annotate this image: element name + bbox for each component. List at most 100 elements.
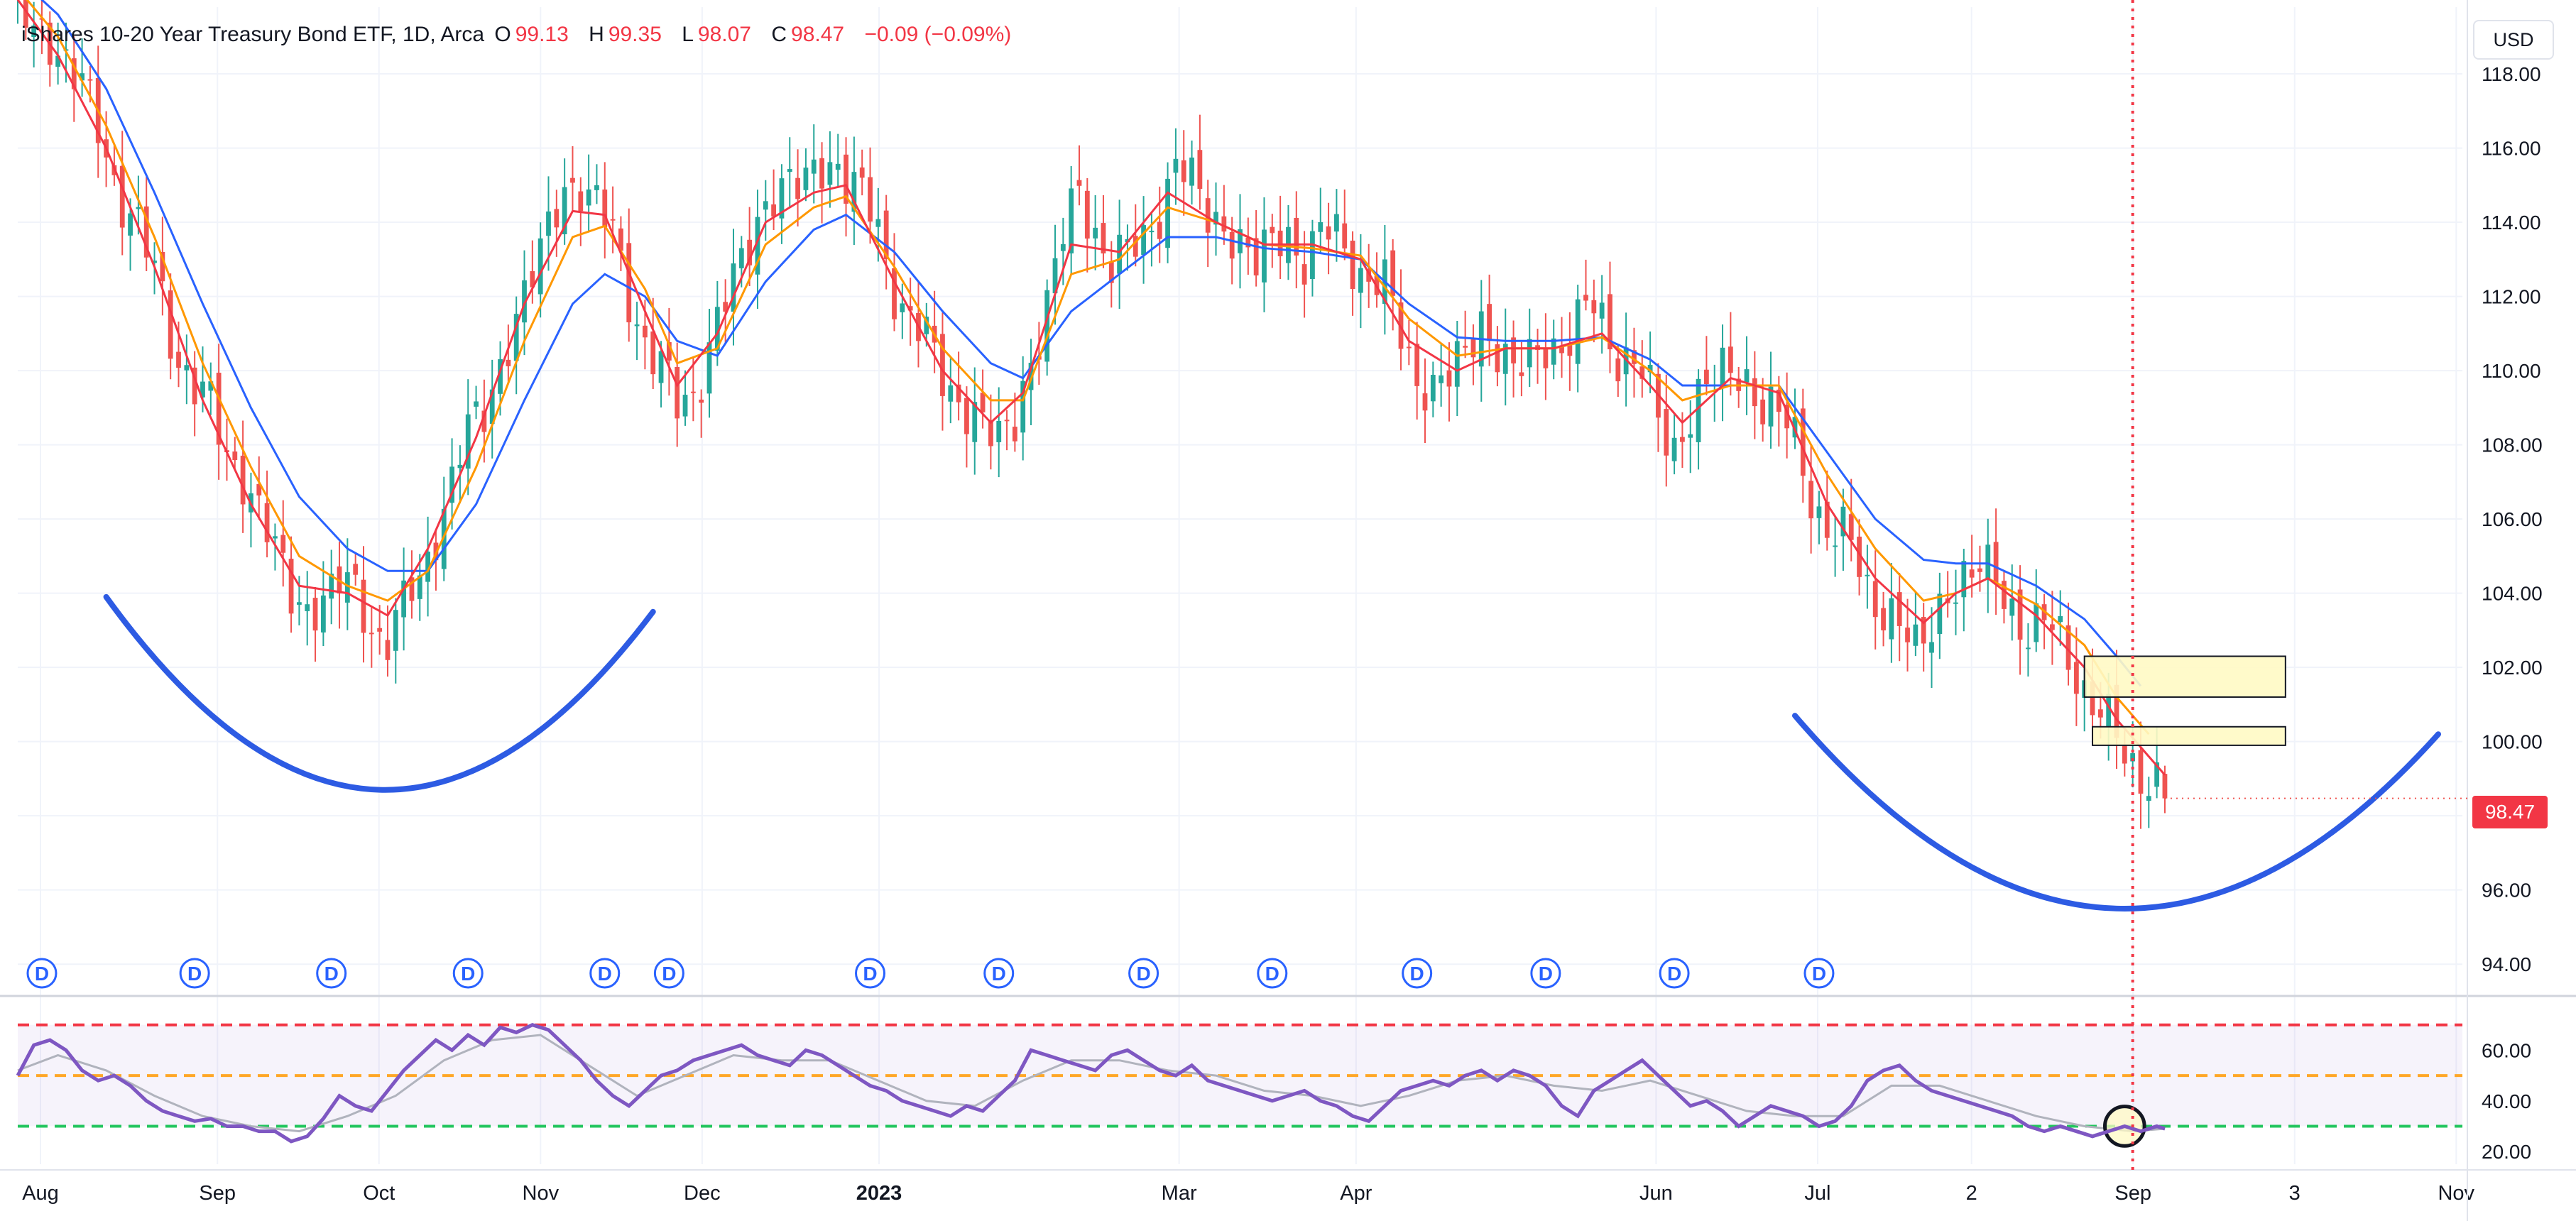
candle bbox=[1101, 195, 1106, 268]
candle bbox=[747, 207, 753, 286]
x-tick-label: 2023 bbox=[856, 1182, 902, 1205]
candle bbox=[1084, 178, 1090, 273]
candle-body bbox=[136, 207, 141, 209]
legend-high-label: H bbox=[589, 23, 604, 46]
x-tick-label: Nov bbox=[2438, 1182, 2474, 1205]
currency-button[interactable]: USD bbox=[2473, 20, 2554, 60]
candle bbox=[1776, 376, 1781, 447]
candle-body bbox=[1688, 434, 1693, 438]
candle-body bbox=[1720, 347, 1725, 387]
candle bbox=[1286, 204, 1291, 280]
candle bbox=[827, 131, 833, 208]
candle-body bbox=[1896, 592, 1902, 626]
dividend-marker[interactable]: D bbox=[589, 958, 621, 989]
candle-body bbox=[892, 268, 897, 319]
x-tick-label: Apr bbox=[1340, 1182, 1372, 1205]
candle-body bbox=[1366, 269, 1372, 282]
candle-body bbox=[200, 381, 205, 398]
candle bbox=[361, 546, 366, 663]
dividend-marker[interactable]: D bbox=[1257, 958, 1288, 989]
ema-fast-line bbox=[16, 0, 2166, 776]
dividend-marker-circle bbox=[1530, 958, 1561, 989]
candle-body bbox=[1084, 190, 1090, 239]
candle bbox=[506, 324, 511, 385]
rsi-line bbox=[16, 1023, 2166, 1144]
candle bbox=[964, 386, 969, 468]
candle-body bbox=[457, 464, 463, 469]
dividend-marker[interactable]: D bbox=[316, 958, 347, 989]
dividend-marker[interactable]: D bbox=[653, 958, 684, 989]
candle-body bbox=[1961, 561, 1967, 598]
candle bbox=[474, 385, 479, 420]
dividend-marker[interactable]: D bbox=[855, 958, 886, 989]
candle-body bbox=[441, 508, 447, 569]
candle-body bbox=[208, 381, 214, 391]
candle bbox=[1535, 329, 1540, 384]
dividend-marker-circle bbox=[1803, 958, 1835, 989]
dividend-marker-letter: D bbox=[1812, 963, 1826, 985]
candle-body bbox=[119, 165, 125, 228]
candle-body bbox=[1093, 227, 1098, 239]
candle-body bbox=[1583, 295, 1588, 301]
candle-body bbox=[2034, 603, 2039, 642]
candle-body bbox=[956, 384, 961, 403]
legend-title: iShares 10-20 Year Treasury Bond ETF, 1D… bbox=[21, 23, 485, 46]
dividend-marker[interactable]: D bbox=[452, 958, 484, 989]
dividend-marker[interactable]: D bbox=[983, 958, 1015, 989]
candle-body bbox=[1889, 598, 1894, 640]
candle-body bbox=[1487, 304, 1492, 341]
candle-body bbox=[1495, 344, 1500, 373]
candle bbox=[280, 500, 286, 587]
dividend-marker[interactable]: D bbox=[179, 958, 210, 989]
candle-body bbox=[2090, 681, 2095, 716]
candle-body bbox=[763, 201, 768, 210]
candle-body bbox=[2065, 625, 2071, 670]
candle-body bbox=[835, 163, 841, 170]
dividend-marker-letter: D bbox=[35, 963, 49, 985]
dividend-marker[interactable]: D bbox=[1530, 958, 1561, 989]
candle-body bbox=[682, 395, 688, 417]
y-tick-label: 116.00 bbox=[2482, 138, 2541, 160]
dividend-marker[interactable]: D bbox=[1659, 958, 1690, 989]
candle bbox=[1985, 518, 1991, 613]
candle bbox=[1221, 185, 1227, 245]
candle bbox=[1599, 275, 1605, 354]
candle-body bbox=[474, 401, 479, 407]
candle bbox=[1060, 217, 1066, 285]
candle bbox=[1896, 573, 1902, 662]
candle bbox=[900, 283, 905, 339]
dividend-marker-letter: D bbox=[598, 963, 612, 985]
candle bbox=[1149, 212, 1155, 267]
dividend-marker[interactable]: D bbox=[1803, 958, 1835, 989]
candle bbox=[618, 216, 623, 271]
candle-body bbox=[305, 604, 310, 611]
dividend-marker-circle bbox=[983, 958, 1015, 989]
candle-body bbox=[1060, 243, 1066, 251]
dividend-marker[interactable]: D bbox=[1402, 958, 1433, 989]
candle bbox=[2058, 590, 2063, 646]
candle bbox=[763, 180, 768, 241]
candle-body bbox=[1567, 344, 1573, 356]
rsi-ma-line bbox=[17, 1034, 2166, 1133]
candle-body bbox=[819, 158, 824, 189]
dividend-marker[interactable]: D bbox=[1128, 958, 1159, 989]
candle-body bbox=[2138, 750, 2144, 794]
candle bbox=[1430, 361, 1436, 417]
dividend-marker[interactable]: D bbox=[26, 958, 58, 989]
candle bbox=[1937, 572, 1943, 659]
candle bbox=[1012, 393, 1017, 452]
candle-body bbox=[980, 393, 986, 412]
candle-body bbox=[1881, 608, 1886, 631]
dividend-marker-letter: D bbox=[324, 963, 339, 985]
candle bbox=[1567, 312, 1573, 391]
candle-body bbox=[972, 402, 978, 442]
candle bbox=[1213, 182, 1218, 256]
dividend-marker-circle bbox=[589, 958, 621, 989]
candle bbox=[1422, 358, 1428, 444]
ema-mid-line bbox=[26, 0, 2150, 735]
candle bbox=[128, 198, 133, 271]
candle-body bbox=[2017, 589, 2023, 640]
candle-body bbox=[1632, 350, 1637, 364]
